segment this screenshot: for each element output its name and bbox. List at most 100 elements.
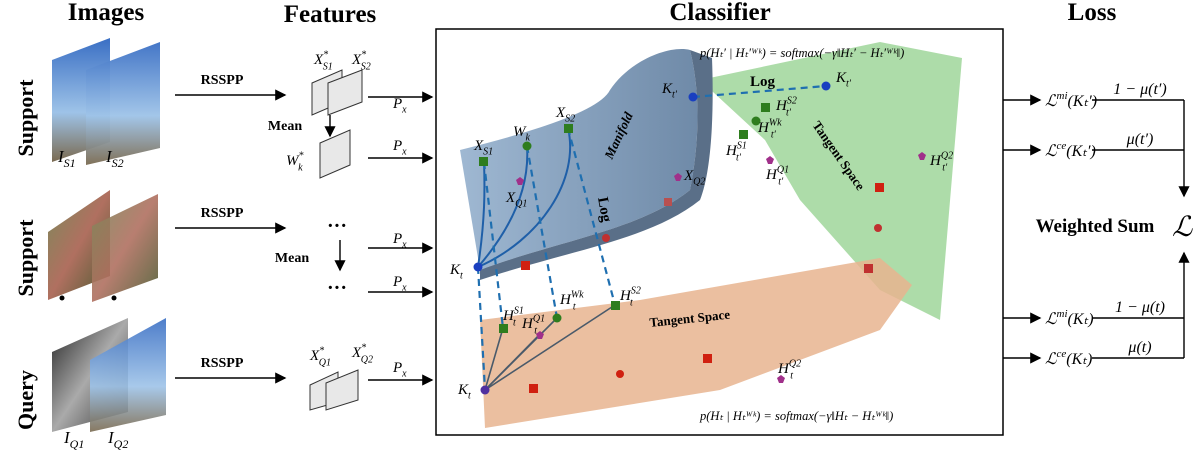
label-part: P (392, 360, 402, 376)
label-part: (Kₜ) (1068, 311, 1094, 328)
label-part: I (107, 428, 115, 447)
label-part: H (757, 120, 770, 136)
math-label: IS1 (57, 147, 76, 170)
label-part: H (725, 143, 738, 159)
label-part: X (351, 345, 362, 361)
label-part: X (555, 105, 566, 121)
label-part: Q2 (789, 358, 801, 369)
log-label: Log (594, 196, 614, 224)
math-label: IQ2 (107, 428, 128, 451)
header: Classifier (669, 0, 770, 26)
row-label: Support (13, 79, 38, 157)
log-maps (476, 84, 827, 391)
row-label: Support (13, 219, 38, 297)
label-part: ℒ (1045, 143, 1057, 160)
label-part: P (392, 231, 402, 247)
label-part: * (319, 345, 324, 356)
math-label: Px (392, 360, 407, 380)
label-part: * (323, 49, 328, 60)
math-label: IQ1 (63, 428, 84, 451)
mean-label: Mean (268, 119, 302, 134)
label-part: t (534, 325, 537, 336)
math-label: HS1 t (502, 305, 524, 328)
weight: 1 − μ(t′) (1113, 81, 1166, 98)
label-part: X (505, 190, 516, 206)
math-label: HWk t (559, 289, 584, 312)
label-part: t (573, 301, 576, 312)
feature-plates (309, 69, 363, 411)
label-part: t′ (942, 162, 948, 173)
label-part: H (777, 361, 790, 377)
label-part: S2 (565, 114, 575, 125)
label-part: ce (1057, 348, 1067, 360)
math-label: HQ1 t′ (765, 164, 789, 187)
label-part: t′ (846, 79, 852, 90)
label-part: t (513, 317, 516, 328)
math-label: X* S1 (313, 49, 333, 72)
label-part: Q1 (777, 164, 789, 175)
math-label: HS2 t′ (775, 95, 797, 118)
label-part: t′ (672, 90, 678, 101)
label-part: mi (1057, 308, 1068, 320)
label-part: x (401, 105, 407, 116)
label-part: W (513, 124, 527, 140)
label-part: H (502, 308, 515, 324)
math-label: Px (392, 96, 407, 116)
label-part: x (401, 240, 407, 251)
tangent-vectors (484, 304, 616, 391)
label-part: (Kₜ) (1066, 351, 1092, 368)
weight-lines (1092, 99, 1184, 359)
label-part: S1 (737, 140, 747, 151)
label-part: x (401, 369, 407, 380)
label-part: H (521, 316, 534, 332)
label-part: Q1 (70, 437, 85, 451)
label-part: t (790, 370, 793, 381)
label-part: ℒ (1045, 351, 1057, 368)
op-label: RSSPP (201, 73, 244, 88)
math-label: W* k (286, 150, 304, 173)
label-part: I (57, 147, 65, 166)
label-part: (Kₜ′) (1068, 93, 1098, 110)
math-label: IS2 (105, 147, 124, 170)
math-label: X* S2 (351, 49, 371, 72)
label-part: ℒ (1045, 311, 1057, 328)
label-part: H (619, 288, 632, 304)
label-part: X (683, 168, 694, 184)
label-part: x (401, 283, 407, 294)
label-part: Q1 (319, 357, 331, 368)
manifold (460, 49, 698, 271)
math-label: HS1 t′ (725, 140, 747, 163)
label-part: S1 (483, 147, 493, 158)
math-label: X* Q2 (351, 342, 373, 365)
dots: ··· (327, 277, 347, 299)
label-part: mi (1057, 90, 1068, 102)
math-label: HQ2 t (777, 358, 801, 381)
label-part: ℒ (1045, 93, 1057, 110)
math-label: HWk t′ (757, 117, 782, 140)
dots: ··· (327, 215, 347, 237)
label-part: X (351, 52, 362, 68)
math-label: HQ2 t′ (929, 150, 953, 173)
label-part: W (286, 153, 300, 169)
label-part: P (392, 274, 402, 290)
total-loss: ℒ (1172, 212, 1193, 243)
label-part: k (526, 133, 531, 144)
label-part: ce (1057, 140, 1067, 152)
math-label: XS1 (473, 138, 493, 158)
label-part: Q1 (533, 313, 545, 324)
label-part: Q2 (361, 354, 373, 365)
header: Loss (1068, 0, 1117, 26)
label-part: S2 (787, 95, 797, 106)
label-part: S1 (323, 61, 333, 72)
formula: p(Hₜ | Hₜᵂᵏ) = softmax(−γ‖Hₜ − Hₜᵂᵏ‖) (699, 409, 893, 423)
math-label: Kt (449, 262, 463, 282)
math-label: ℒce(Kₜ′) (1045, 140, 1096, 160)
label-part: S2 (631, 285, 641, 296)
label-part: S1 (64, 156, 76, 170)
op-label: RSSPP (201, 206, 244, 221)
math-label: XS2 (555, 105, 575, 125)
math-label: ℒmi(Kₜ′) (1045, 90, 1097, 110)
math-label: HS2 t (619, 285, 641, 308)
op-label: RSSPP (201, 356, 244, 371)
points (473, 81, 926, 395)
